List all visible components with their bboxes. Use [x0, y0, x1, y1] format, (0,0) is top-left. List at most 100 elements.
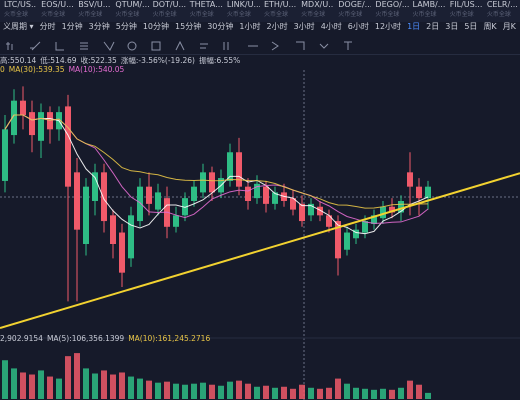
ticker-tab[interactable]: QTUM/... 火币全球: [111, 0, 148, 22]
candle-body: [245, 186, 251, 201]
period-option[interactable]: 4小时: [320, 22, 342, 31]
tab-symbol: LAMB/...: [412, 0, 446, 9]
volume-bar: [137, 378, 143, 399]
period-bar: 义周期 ▾ 分时 1分钟 3分钟 5分钟 10分钟 15分钟 30分钟 1小时 2小时 3小时 4小时…: [0, 20, 520, 34]
candle-body: [362, 221, 368, 233]
candle-body: [38, 112, 44, 141]
volume-bar: [191, 383, 197, 399]
tab-exchange: 火币全球: [226, 11, 251, 18]
candle-body: [353, 229, 359, 239]
volume-bar: [371, 389, 377, 399]
tab-exchange: 火币全球: [263, 11, 288, 18]
ticker-tab[interactable]: BSV/U... 火币全球: [74, 0, 111, 22]
candle-body: [191, 186, 197, 201]
period-option[interactable]: 2日: [426, 22, 440, 31]
period-option[interactable]: 月K: [502, 22, 516, 31]
volume-bar: [2, 360, 8, 399]
volume-bar: [353, 387, 359, 399]
period-option[interactable]: 周K: [483, 22, 497, 31]
ticker-tab[interactable]: ETH/U... 火币全球: [260, 0, 297, 22]
period-option[interactable]: 6小时: [347, 22, 369, 31]
volume-bar: [344, 383, 350, 399]
tab-symbol: FIL/US...: [449, 0, 483, 9]
ticker-tab[interactable]: DOT/U... 火币全球: [149, 0, 186, 22]
tab-exchange: 火币全球: [41, 11, 66, 18]
period-option[interactable]: 15分钟: [175, 22, 202, 31]
candle-body: [308, 203, 314, 216]
ticker-tab[interactable]: LAMB/... 火币全球: [409, 0, 446, 22]
period-option[interactable]: 3分钟: [88, 22, 110, 31]
volume-bar: [20, 372, 26, 399]
period-option[interactable]: 3日: [445, 22, 459, 31]
volume-bar: [299, 384, 305, 399]
tab-exchange: 火币全球: [115, 11, 140, 18]
volume-bar: [110, 374, 116, 399]
tab-exchange: 火币全球: [78, 11, 103, 18]
candle-body: [227, 152, 233, 181]
tab-symbol: EOS/U...: [41, 0, 74, 9]
candle-body: [101, 172, 107, 222]
volume-bar: [335, 378, 341, 399]
ticker-tab[interactable]: CELR/... 火币全球: [483, 0, 520, 22]
volume-legend: 2,902.9154 MA(5):106,356.1399 MA(10):161,2…: [0, 334, 214, 343]
volume-bar: [92, 373, 98, 399]
ticker-tab[interactable]: DEGO/... 火币全球: [371, 0, 408, 22]
period-option[interactable]: 2小时: [266, 22, 288, 31]
candle-body: [11, 100, 17, 136]
period-option[interactable]: 5日: [464, 22, 478, 31]
ohlc-field: 高:550.14: [0, 56, 37, 65]
ohlc-field: 收:522.35: [80, 56, 117, 65]
ticker-tab[interactable]: DOGE/... 火币全球: [334, 0, 371, 22]
ohlc-field: 涨幅:-3.56%(-19.26): [120, 56, 195, 65]
candle-body: [326, 215, 332, 227]
tab-symbol: LTC/US...: [4, 0, 38, 9]
ticker-tab[interactable]: LINK/U... 火币全球: [223, 0, 260, 22]
period-option[interactable]: 1日: [407, 22, 421, 31]
trendline: [0, 172, 520, 329]
tab-symbol: ETH/U...: [263, 0, 297, 9]
candle-body: [317, 206, 323, 216]
period-option[interactable]: 10分钟: [142, 22, 170, 31]
period-option[interactable]: 12小时: [374, 22, 402, 31]
tab-symbol: QTUM/...: [115, 0, 149, 9]
candle-body: [146, 186, 152, 204]
volume-bar: [83, 368, 89, 399]
volume-bar: [146, 380, 152, 399]
volume-bar: [308, 387, 314, 399]
volume-bar: [281, 386, 287, 399]
volume-bar: [272, 387, 278, 399]
ma-entry: MA(10):540.05: [68, 65, 125, 74]
tab-exchange: 火币全球: [486, 11, 511, 18]
volume-bar: [263, 385, 269, 399]
period-option[interactable]: 30分钟: [207, 22, 234, 31]
candle-body: [65, 106, 71, 187]
period-option[interactable]: 义周期 ▾: [3, 22, 34, 31]
tab-exchange: 火币全球: [189, 11, 214, 18]
ticker-tab[interactable]: LTC/US... 火币全球: [0, 0, 37, 22]
period-option[interactable]: 1小时: [239, 22, 261, 31]
ticker-tab[interactable]: MDX/U... 火币全球: [297, 0, 334, 22]
volume-bar: [416, 384, 422, 399]
volume-bar: [182, 384, 188, 399]
tab-symbol: DOGE/...: [338, 0, 372, 9]
period-option[interactable]: 1分钟: [61, 22, 83, 31]
volume-bar: [173, 383, 179, 399]
candle-body: [335, 221, 341, 259]
period-option[interactable]: 分时: [39, 22, 56, 31]
volume-bar: [362, 388, 368, 399]
candle-body: [74, 172, 80, 230]
volume-bar: [245, 383, 251, 399]
volume-bar: [38, 370, 44, 399]
candle-body: [398, 201, 404, 213]
ohlc-field: 低:514.69: [40, 56, 77, 65]
volume-bar: [218, 385, 224, 399]
candle-body: [155, 192, 161, 210]
ticker-tab[interactable]: THETA... 火币全球: [186, 0, 223, 22]
period-option[interactable]: 3小时: [293, 22, 315, 31]
ticker-tab[interactable]: EOS/U... 火币全球: [37, 0, 74, 22]
candle-body: [407, 172, 413, 187]
period-option[interactable]: 5分钟: [115, 22, 137, 31]
candle-body: [272, 192, 278, 204]
ticker-tab[interactable]: FIL/US... 火币全球: [446, 0, 483, 22]
